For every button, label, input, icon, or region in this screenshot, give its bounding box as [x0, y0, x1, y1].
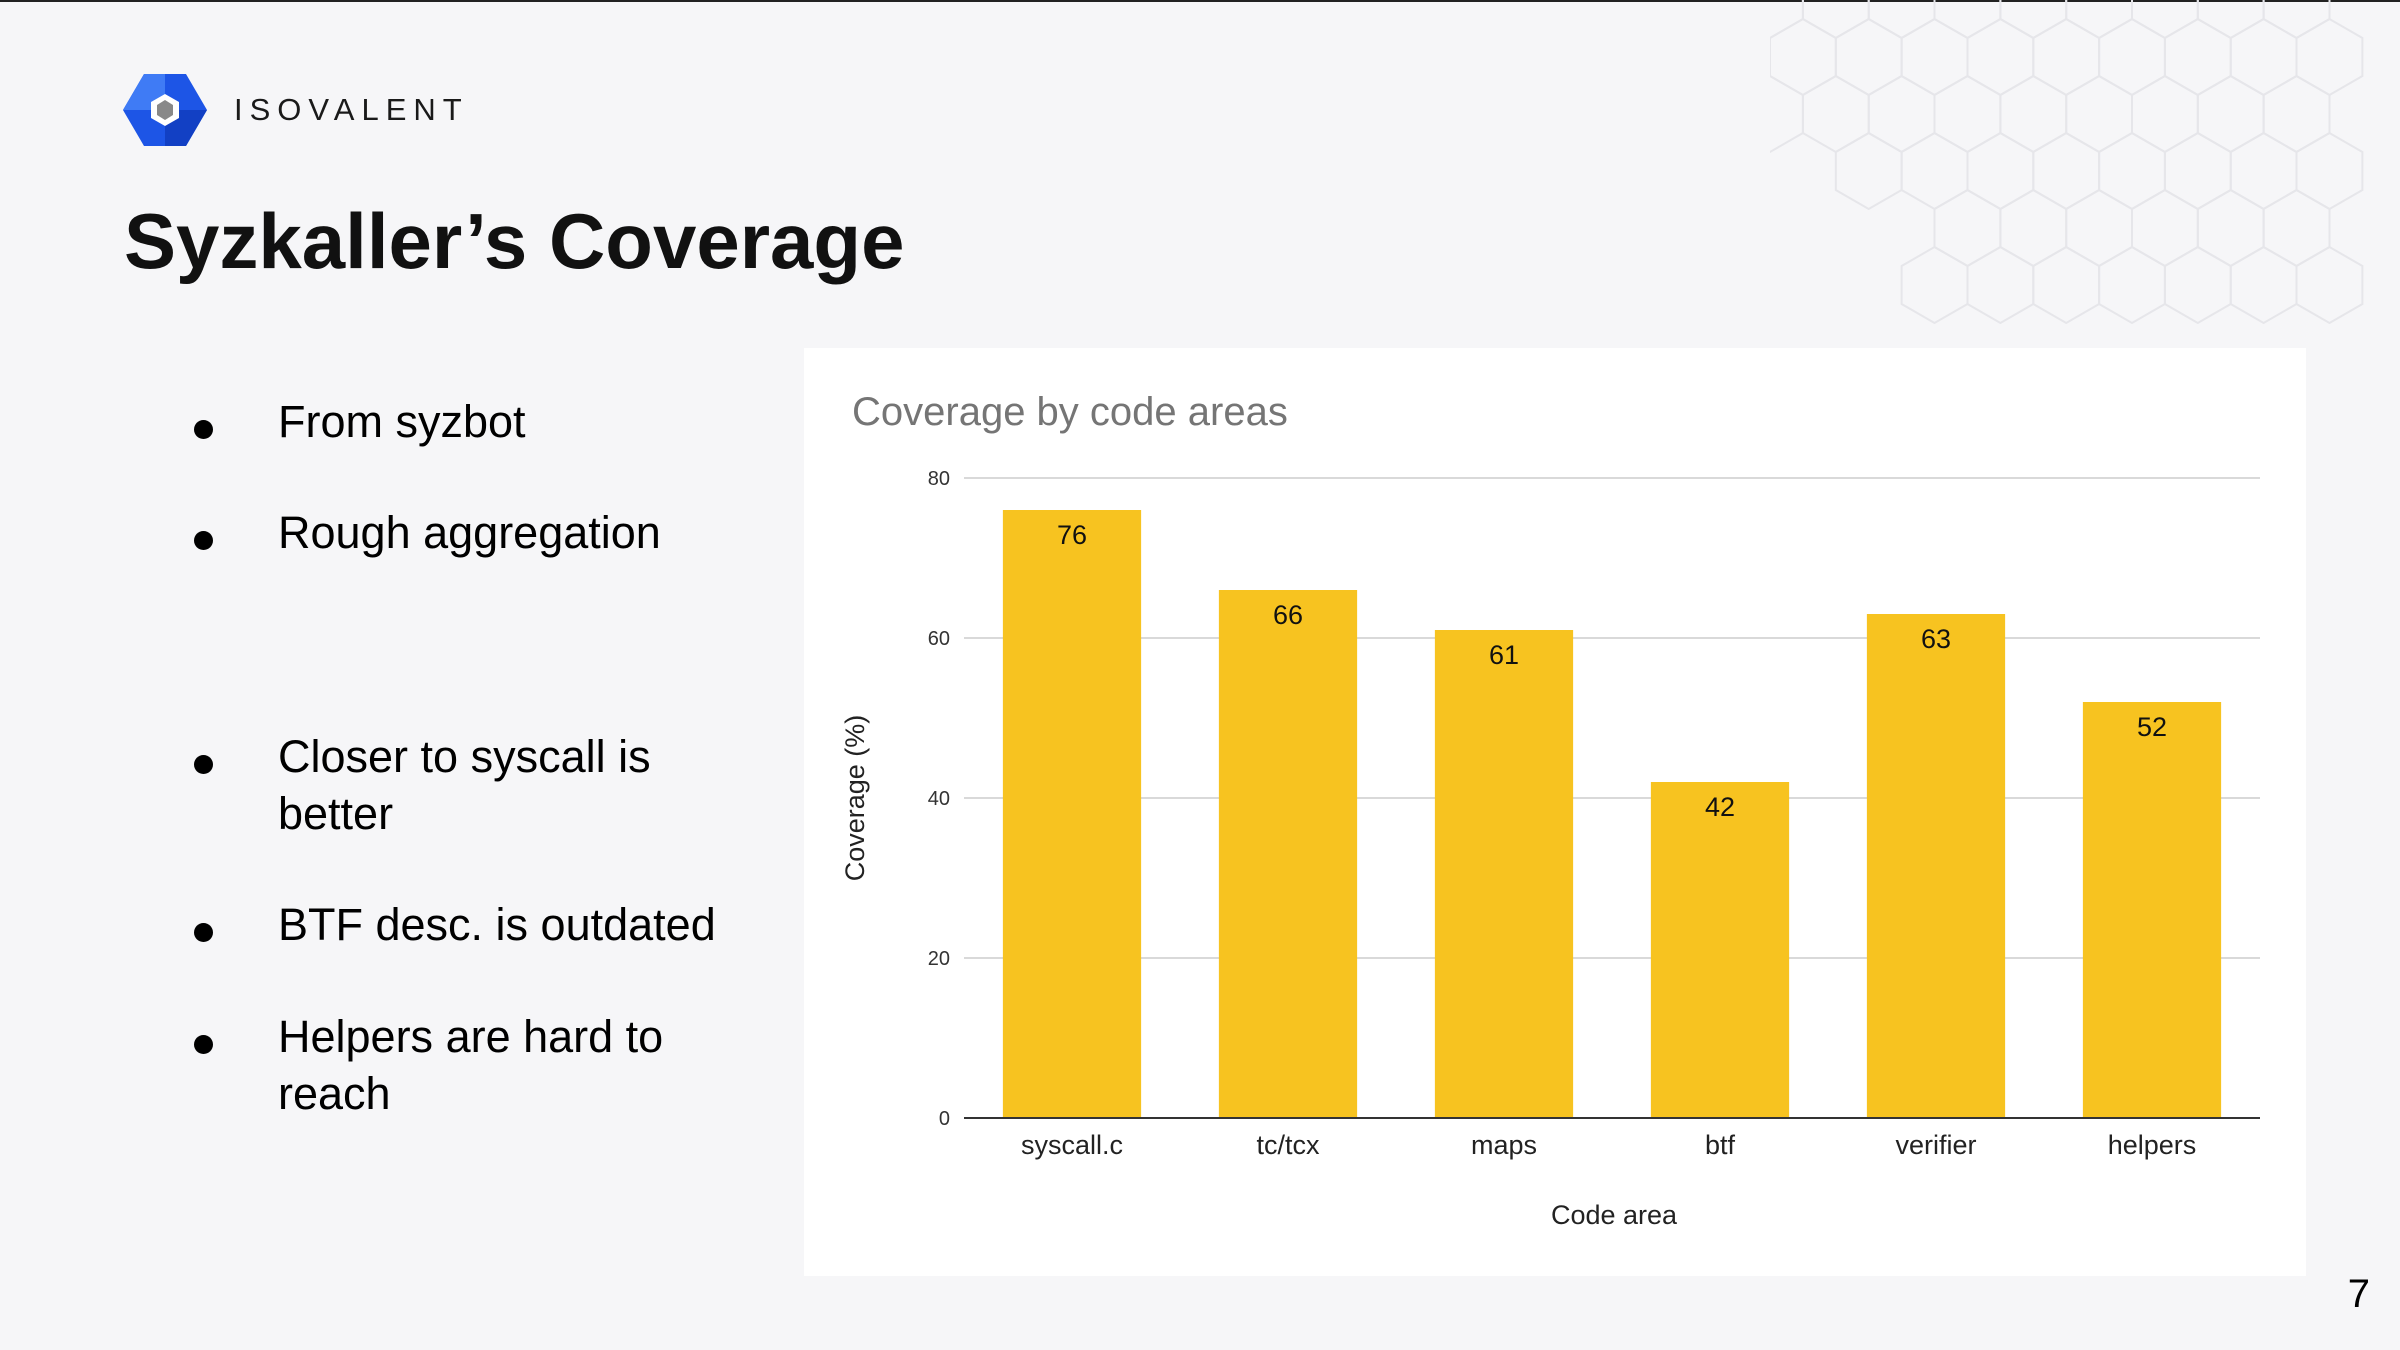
x-tick-label: tc/tcx [1256, 1130, 1320, 1160]
bullet-text: From syzbot [278, 396, 526, 447]
bar [2082, 702, 2222, 1118]
bullet-dot [194, 755, 213, 774]
bar [1002, 510, 1142, 1118]
y-axis-title: Coverage (%) [840, 715, 870, 882]
bar [1866, 614, 2006, 1118]
bar [1434, 630, 1574, 1118]
bar-chart: 0 20 40 60 80 76 syscall.c 66 tc/tcx 61 maps 42 btf 6… [840, 468, 2260, 1230]
bullet-text: Closer to syscall is better [278, 731, 651, 839]
isovalent-logo [123, 74, 207, 146]
chart-title: Coverage by code areas [852, 390, 1288, 434]
x-tick-label: btf [1705, 1130, 1736, 1160]
y-tick-label: 20 [928, 948, 950, 970]
bullet-dot [194, 531, 213, 550]
bullet-dot [194, 1035, 213, 1054]
hexagon-pattern-decoration [1770, 0, 2364, 325]
top-border-line [0, 0, 2400, 2]
data-label: 61 [1489, 640, 1519, 670]
x-tick-label: syscall.c [1021, 1130, 1123, 1160]
bullet-text: Rough aggregation [278, 507, 661, 558]
bullet-text: Helpers are hard to reach [278, 1011, 664, 1119]
x-tick-label: verifier [1895, 1130, 1976, 1160]
data-label: 42 [1705, 792, 1735, 822]
data-label: 76 [1057, 520, 1087, 550]
data-label: 66 [1273, 600, 1303, 630]
bar [1650, 782, 1790, 1118]
y-tick-label: 0 [939, 1108, 950, 1130]
bullet-dot [194, 923, 213, 942]
y-tick-label: 60 [928, 628, 950, 650]
x-tick-label: maps [1471, 1130, 1537, 1160]
data-label: 63 [1921, 624, 1951, 654]
chart-card: Coverage by code areas 0 20 40 60 80 76 syscal… [804, 348, 2306, 1276]
slide-title: Syzkaller’s Coverage [124, 197, 905, 285]
x-axis-title: Code area [1551, 1200, 1678, 1230]
y-tick-label: 40 [928, 788, 950, 810]
x-tick-label: helpers [2108, 1130, 2197, 1160]
data-label: 52 [2137, 712, 2167, 742]
bar [1218, 590, 1358, 1118]
brand-name: ISOVALENT [234, 92, 469, 127]
bullet-dot [194, 420, 213, 439]
y-tick-label: 80 [928, 468, 950, 490]
page-number: 7 [2347, 1272, 2370, 1316]
bullet-text: BTF desc. is outdated [278, 899, 716, 950]
